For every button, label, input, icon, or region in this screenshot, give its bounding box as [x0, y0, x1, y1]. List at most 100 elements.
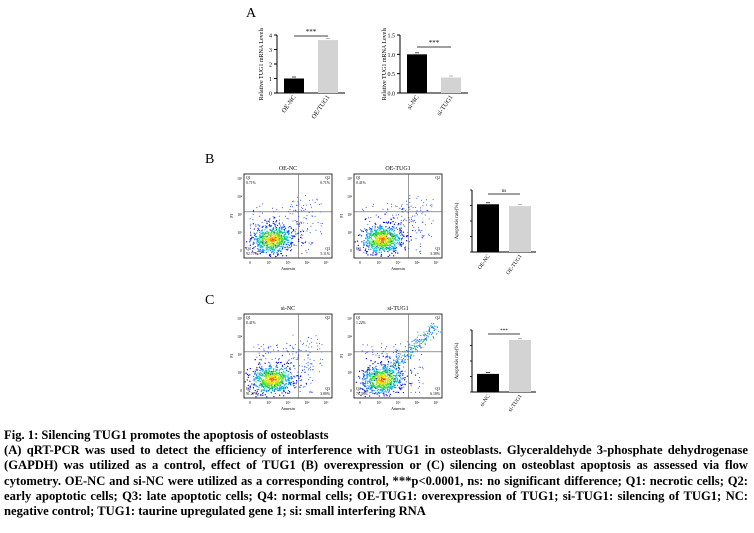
y-tick-label: 0.0: [388, 92, 396, 98]
x-tick-label: 10⁵: [324, 261, 330, 265]
x-axis-label: Annexin: [281, 266, 295, 271]
chart-b-apoptosis: Apoptosis rate(%) OE-NC OE-TUG1 ns: [455, 189, 536, 277]
x-tick-label: 10⁴: [415, 401, 421, 405]
significance-marker: ***: [500, 329, 508, 334]
y-tick-label: 10⁴: [347, 195, 353, 199]
x-tick-label: 10⁴: [305, 261, 311, 265]
y-tick-label: 0: [350, 389, 352, 393]
quadrant-value-q4: 76.38%: [356, 392, 369, 396]
x-tick-label: si-TUG1: [436, 94, 455, 117]
y-tick-label: 10⁴: [347, 335, 353, 339]
quadrant-label-q3: Q3: [435, 247, 440, 251]
y-tick-label: 0: [269, 92, 272, 98]
y-tick-label: 10⁵: [237, 177, 243, 181]
y-tick-label: 10²: [347, 231, 352, 235]
quadrant-label-q2: Q2: [435, 316, 440, 320]
y-axis-label: PI: [229, 214, 234, 218]
y-tick-label: 10³: [347, 213, 353, 217]
y-axis-label: Apoptosis rate(%): [455, 342, 460, 379]
x-tick-label: 10²: [267, 401, 272, 405]
y-tick-label: 0: [240, 389, 242, 393]
quadrant-label-q4: Q4: [246, 247, 251, 251]
x-axis-label: Annexin: [391, 266, 405, 271]
x-tick-label: si-NC: [406, 94, 421, 111]
x-tick-label: 10³: [286, 401, 292, 405]
bar: [509, 206, 531, 252]
y-tick-label: 0: [240, 249, 242, 253]
x-tick-label: OE-TUG1: [505, 254, 523, 277]
caption-body: (A) qRT-PCR was used to detect the effic…: [4, 443, 748, 519]
y-tick-label: 1.5: [388, 34, 396, 40]
x-tick-label: 0: [359, 401, 361, 405]
chart-c-apoptosis: Apoptosis rate(%) si-NC si-TUG1 ***: [455, 329, 536, 414]
y-tick-label: 10²: [237, 231, 242, 235]
y-tick-label: 4: [269, 34, 272, 40]
quadrant-label-q2: Q2: [435, 176, 440, 180]
quadrant-value-q1: 0.41%: [356, 181, 367, 185]
quadrant-label-q1: Q1: [356, 316, 361, 320]
y-tick-label: 10⁵: [347, 317, 353, 321]
plot-title: si-NC: [281, 306, 295, 312]
plot-title: si-TUG1: [387, 306, 408, 312]
bar: [477, 204, 499, 252]
x-axis-label: Annexin: [391, 406, 405, 411]
x-tick-label: 10⁴: [305, 401, 311, 405]
quadrant-value-q3: 6.18%: [430, 392, 441, 396]
quadrant-value-q2: 0.71%: [320, 181, 331, 185]
chart-a-left: 0 1 2 3 4 Relative TUG1 mRNA Levels OE-NC OE/TU…: [259, 27, 345, 120]
bar: [441, 77, 461, 93]
y-tick-label: 1.0: [388, 53, 396, 59]
panel-label-c: C: [205, 293, 215, 308]
quadrant-label-q3: Q3: [325, 387, 330, 391]
y-tick-label: 0: [350, 249, 352, 253]
x-tick-label: 0: [249, 401, 251, 405]
quadrant-value-q3: 3.38%: [430, 252, 441, 256]
x-tick-label: 10⁵: [324, 401, 330, 405]
y-axis-label: PI: [339, 354, 344, 358]
x-tick-label: 10³: [286, 261, 292, 265]
x-tick-label: 10⁵: [434, 261, 440, 265]
panel-label-a: A: [246, 6, 257, 21]
panel-label-b: B: [205, 152, 215, 167]
y-tick-label: 10⁴: [237, 195, 243, 199]
y-axis-label: Apoptosis rate(%): [455, 202, 460, 239]
quadrant-value-q1: 0.71%: [246, 181, 257, 185]
plot-frame: [353, 173, 443, 259]
flow-plot-si-tug1: si-TUG1 10⁵ 10⁴ 10³ 10² 0 0 10² 10³ 10⁴ 10⁵ Annexin…: [339, 306, 443, 411]
quadrant-label-q1: Q1: [246, 176, 251, 180]
x-tick-label: OE-NC: [281, 94, 298, 114]
bar: [407, 54, 427, 93]
flow-plot-oe-tug1: OE-TUG1 10⁵ 10⁴ 10³ 10² 0 0 10² 10³ 10⁴ 10⁵ Annexin…: [339, 166, 443, 271]
quadrant-label-q3: Q3: [325, 247, 330, 251]
y-tick-label: 10²: [347, 371, 352, 375]
y-tick-label: 10³: [237, 353, 243, 357]
quadrant-value-q4: 92.77%: [246, 252, 259, 256]
plot-title: OE-TUG1: [385, 166, 410, 172]
x-tick-label: 0: [359, 261, 361, 265]
x-tick-label: si-TUG1: [508, 394, 524, 414]
y-axis-label: PI: [339, 214, 344, 218]
x-tick-label: si-NC: [479, 393, 492, 407]
x-tick-label: OE-NC: [477, 253, 492, 270]
y-tick-label: 10³: [347, 353, 353, 357]
y-tick-label: 1: [269, 77, 272, 83]
x-tick-label: 10³: [396, 401, 402, 405]
x-tick-label: 10²: [267, 261, 272, 265]
event-dots: [355, 322, 442, 398]
x-tick-label: 10²: [377, 261, 382, 265]
x-tick-label: 0: [249, 261, 251, 265]
caption-title: Fig. 1: Silencing TUG1 promotes the apop…: [4, 428, 329, 442]
x-tick-label: 10³: [396, 261, 402, 265]
quadrant-value-q1: 0.41%: [246, 321, 257, 325]
y-tick-label: 10⁴: [237, 335, 243, 339]
significance-marker: ns: [502, 189, 507, 194]
quadrant-label-q2: Q2: [325, 176, 330, 180]
quadrant-label-q4: Q4: [356, 387, 361, 391]
bar: [477, 373, 499, 392]
x-tick-label: 10²: [377, 401, 382, 405]
y-tick-label: 10³: [237, 213, 243, 217]
flow-plot-oe-nc: OE-NC 10⁵ 10⁴ 10³ 10² 0 0 10² 10³ 10⁴ 10⁵ Annexin PI…: [229, 166, 333, 271]
quadrant-label-q1: Q1: [246, 316, 251, 320]
bar: [509, 339, 531, 392]
